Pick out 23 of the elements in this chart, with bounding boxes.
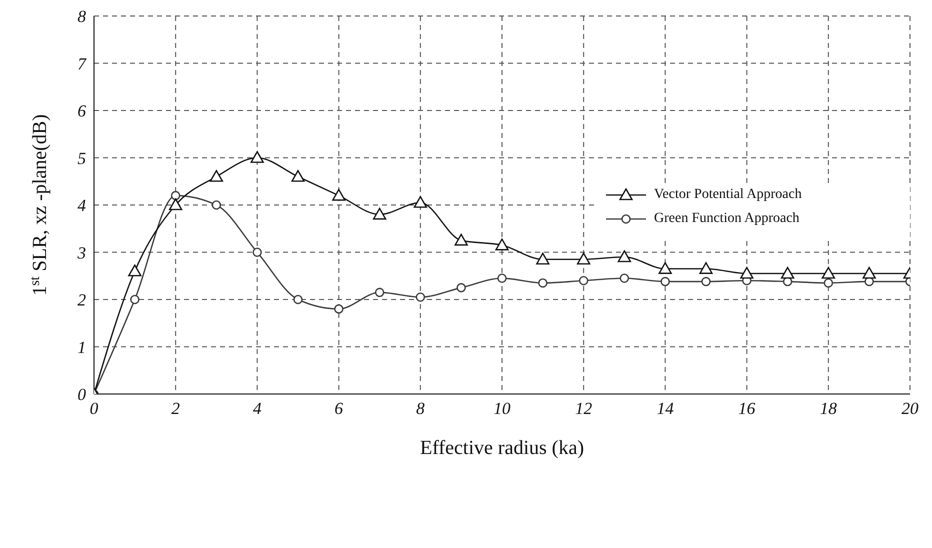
x-tick-label: 0 <box>90 399 99 418</box>
x-tick-label: 18 <box>820 399 838 418</box>
y-tick-label: 0 <box>78 385 86 404</box>
y-tick-label: 5 <box>78 148 86 168</box>
x-tick-label: 20 <box>902 399 919 418</box>
legend-label: Vector Potential Approach <box>654 187 802 203</box>
y-tick-label: 3 <box>76 243 86 262</box>
x-tick-label: 12 <box>575 399 593 418</box>
x-tick-label: 8 <box>416 399 426 418</box>
x-tick-label: 2 <box>171 399 180 418</box>
y-tick-label: 1 <box>78 338 86 357</box>
x-axis-title: Effective radius (ka) <box>420 437 584 459</box>
y-tick-label: 6 <box>78 102 86 121</box>
x-tick-label: 6 <box>334 399 344 418</box>
y-tick-label: 2 <box>78 290 86 310</box>
x-tick-label: 16 <box>738 399 756 418</box>
x-tick-label: 14 <box>656 399 674 418</box>
x-tick-label: 10 <box>494 399 511 418</box>
y-tick-label: 8 <box>78 7 86 26</box>
y-tick-label: 7 <box>78 54 88 74</box>
x-tick-label: 4 <box>252 399 262 418</box>
legend-label: Green Function Approach <box>654 211 800 227</box>
y-tick-label: 4 <box>78 196 86 216</box>
